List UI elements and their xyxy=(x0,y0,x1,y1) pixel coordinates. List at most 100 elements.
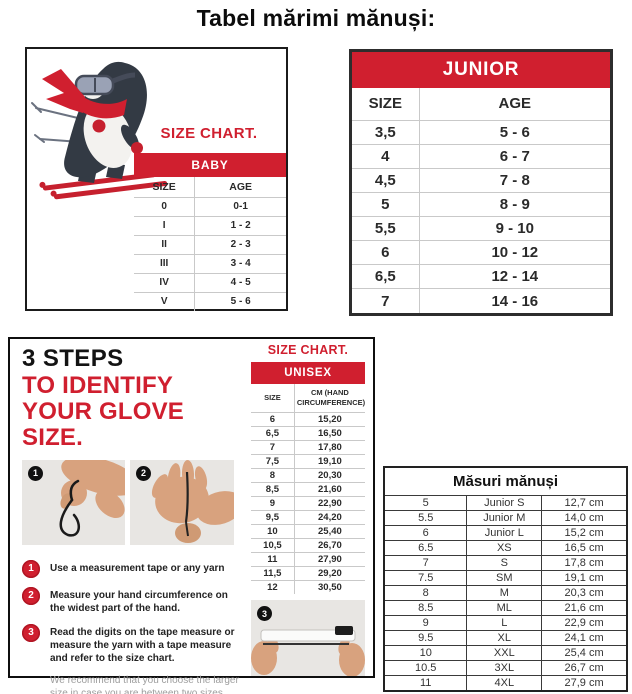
table-cell: XS xyxy=(466,539,543,556)
step-item-1: 1 Use a measurement tape or any yarn xyxy=(22,559,244,578)
table-cell: 10 xyxy=(385,644,468,661)
table-cell: 20,30 xyxy=(293,467,365,483)
steps-heading: 3 STEPS xyxy=(22,345,124,372)
step-item-3: 3 Read the digits on the tape measure or… xyxy=(22,623,244,665)
table-cell: 30,50 xyxy=(293,579,365,594)
table-cell: 7 xyxy=(251,439,295,455)
penguin-skiing-illustration xyxy=(31,61,168,200)
recommendation-note: We recommend that you choose the larger … xyxy=(50,674,239,694)
table-row: 8 20,30 xyxy=(251,467,365,483)
photo-badge-2: 2 xyxy=(136,465,151,481)
step-text-1: Use a measurement tape or any yarn xyxy=(50,562,225,574)
table-cell: III xyxy=(134,253,196,274)
table-cell: 7 xyxy=(385,554,468,571)
table-cell: ML xyxy=(466,599,543,616)
table-cell: 3,5 xyxy=(352,119,420,145)
table-row: 10 25,40 xyxy=(251,523,365,539)
table-cell: 4,5 xyxy=(352,167,420,193)
table-row: 5 Junior S 12,7 cm xyxy=(385,494,626,511)
table-row: 6,5 12 - 14 xyxy=(352,264,610,290)
table-cell: 19,10 xyxy=(293,453,365,469)
steps-panel: 3 STEPS TO IDENTIFY YOUR GLOVE SIZE. 1 xyxy=(8,337,375,694)
table-row: 12 30,50 xyxy=(251,579,365,594)
masuri-table-title: Măsuri mănuși xyxy=(385,468,626,496)
table-cell: 4XL xyxy=(466,674,543,690)
column-header-size: SIZE xyxy=(352,88,420,121)
table-cell: 20,3 cm xyxy=(541,584,626,601)
table-row: 7,5 19,10 xyxy=(251,453,365,469)
table-cell: 17,80 xyxy=(293,439,365,455)
table-cell: Junior L xyxy=(466,524,543,541)
table-cell: 0-1 xyxy=(194,196,286,217)
table-cell: 10 xyxy=(251,523,295,539)
steps-heading-red-line1: TO IDENTIFY xyxy=(22,372,174,399)
table-cell: 3 - 4 xyxy=(194,253,286,274)
table-cell: 9 xyxy=(385,614,468,631)
table-cell: 6.5 xyxy=(385,539,468,556)
table-cell: 9,5 xyxy=(251,509,295,525)
table-cell: IV xyxy=(134,272,196,293)
table-cell: 4 - 5 xyxy=(194,272,286,293)
glove-measures-panel: Măsuri mănuși 5 Junior S 12,7 cm 5.5 Junior … xyxy=(383,466,628,692)
step-badge-2: 2 xyxy=(22,586,40,605)
steps-heading-red-line2: YOUR GLOVE SIZE. xyxy=(22,397,185,451)
table-row: 6,5 16,50 xyxy=(251,425,365,441)
step-photos: 1 2 xyxy=(22,456,244,545)
table-row: 4,5 7 - 8 xyxy=(352,167,610,193)
masuri-table-header: Măsuri mănuși xyxy=(385,468,626,496)
table-cell: Junior S xyxy=(466,494,543,511)
table-cell: Junior M xyxy=(466,509,543,526)
table-cell: 15,20 xyxy=(293,411,365,427)
column-header-size: SIZE xyxy=(134,177,196,198)
table-cell: 5,5 xyxy=(352,215,420,242)
unisex-table-header: UNISEX xyxy=(251,362,365,384)
table-row: 0 0-1 xyxy=(134,196,286,217)
table-cell: 10.5 xyxy=(385,659,468,676)
junior-table-header: JUNIOR xyxy=(352,52,610,88)
table-cell: 14 - 16 xyxy=(418,288,610,313)
table-cell: 22,90 xyxy=(293,495,365,511)
column-header-age: AGE xyxy=(194,177,286,198)
table-cell: 11,5 xyxy=(251,565,295,581)
masuri-table: Măsuri mănuși 5 Junior S 12,7 cm 5.5 Junior … xyxy=(385,468,626,690)
table-cell: 6 - 7 xyxy=(418,143,610,169)
table-row: 10.5 3XL 26,7 cm xyxy=(385,659,626,676)
table-row: 11 27,90 xyxy=(251,551,365,567)
table-cell: 12,7 cm xyxy=(541,494,626,511)
table-cell: XXL xyxy=(466,644,543,661)
table-row: 9,5 24,20 xyxy=(251,509,365,525)
table-cell: 5.5 xyxy=(385,509,468,526)
yarn-hold-photo: 1 xyxy=(22,456,139,545)
tape-measure-photo: 3 xyxy=(251,600,365,677)
table-row: 8 M 20,3 cm xyxy=(385,584,626,601)
table-row: 6 10 - 12 xyxy=(352,240,610,266)
table-cell: 6 xyxy=(352,240,420,266)
table-cell: 7 xyxy=(352,288,420,313)
table-row: 6 15,20 xyxy=(251,411,365,427)
junior-table-columns: SIZE AGE xyxy=(352,88,610,121)
table-cell: 6,5 xyxy=(352,264,420,290)
table-cell: 5 - 6 xyxy=(418,119,610,145)
table-row: 8,5 21,60 xyxy=(251,481,365,497)
baby-table-columns: SIZE AGE xyxy=(134,177,286,198)
table-row: 9.5 XL 24,1 cm xyxy=(385,629,626,646)
table-cell: 22,9 cm xyxy=(541,614,626,631)
table-cell: 17,8 cm xyxy=(541,554,626,571)
table-cell: 21,6 cm xyxy=(541,599,626,616)
unisex-table-columns: SIZE CM (HAND CIRCUMFERENCE) xyxy=(251,384,365,413)
size-chart-label: SIZE CHART. xyxy=(160,125,258,142)
table-cell: II xyxy=(134,234,196,255)
step-text-2: Measure your hand circumference on the w… xyxy=(50,589,228,614)
table-cell: 19,1 cm xyxy=(541,569,626,586)
table-cell: 16,50 xyxy=(293,425,365,441)
photo-badge-1: 1 xyxy=(28,465,43,481)
table-cell: L xyxy=(466,614,543,631)
table-row: IV 4 - 5 xyxy=(134,272,286,293)
steps-list: 1 Use a measurement tape or any yarn 2 M… xyxy=(22,559,244,665)
